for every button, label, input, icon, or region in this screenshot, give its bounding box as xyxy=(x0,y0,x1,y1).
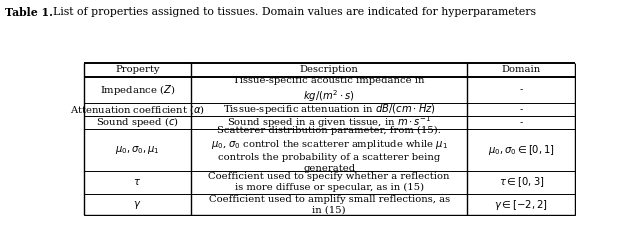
Text: Coefficient used to amplify small reflections, as
in (15): Coefficient used to amplify small reflec… xyxy=(209,195,450,215)
Text: Sound speed ($c$): Sound speed ($c$) xyxy=(96,115,179,129)
Text: Tissue-specific attenuation in $dB/(cm \cdot Hz)$: Tissue-specific attenuation in $dB/(cm \… xyxy=(223,103,436,116)
Text: Attenuation coefficient ($\alpha$): Attenuation coefficient ($\alpha$) xyxy=(70,103,205,116)
Text: Scatterer distribution parameter, from (15).
$\mu_0$, $\sigma_0$ control the sca: Scatterer distribution parameter, from (… xyxy=(211,126,447,173)
Text: -: - xyxy=(520,86,523,95)
Text: Coefficient used to specify whether a reflection
is more diffuse or specular, as: Coefficient used to specify whether a re… xyxy=(209,172,450,192)
Text: Tissue-specific acoustic impedance in
$kg/(m^{2} \cdot s)$: Tissue-specific acoustic impedance in $k… xyxy=(234,76,425,104)
Text: Sound speed in a given tissue, in $m \cdot s^{-1}$: Sound speed in a given tissue, in $m \cd… xyxy=(227,114,431,130)
Text: $\mu_0, \sigma_0, \mu_1$: $\mu_0, \sigma_0, \mu_1$ xyxy=(115,144,160,156)
Text: List of properties assigned to tissues. Domain values are indicated for hyperpar: List of properties assigned to tissues. … xyxy=(46,7,536,17)
Text: -: - xyxy=(520,118,523,127)
Text: Property: Property xyxy=(115,65,160,75)
Text: $\gamma \in [-2, 2]$: $\gamma \in [-2, 2]$ xyxy=(494,198,548,212)
Text: $\tau$: $\tau$ xyxy=(134,177,141,187)
Text: $\gamma$: $\gamma$ xyxy=(133,199,141,211)
Text: Domain: Domain xyxy=(502,65,541,75)
Text: Table 1.: Table 1. xyxy=(5,7,53,18)
Text: $\tau \in [0, 3]$: $\tau \in [0, 3]$ xyxy=(499,175,544,189)
Text: -: - xyxy=(520,105,523,114)
Text: Impedance ($Z$): Impedance ($Z$) xyxy=(100,83,175,97)
Text: $\mu_0, \sigma_0 \in [0, 1]$: $\mu_0, \sigma_0 \in [0, 1]$ xyxy=(488,143,555,157)
Text: Description: Description xyxy=(300,65,358,75)
